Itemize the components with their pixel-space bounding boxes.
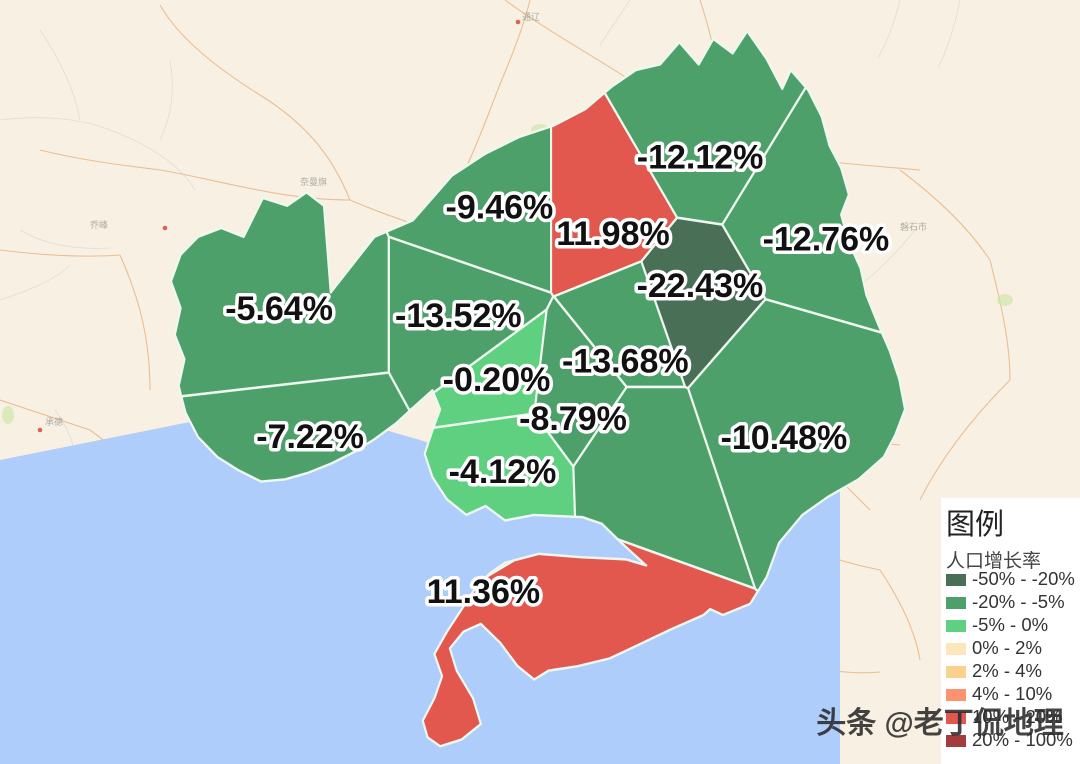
- svg-text:-12.12%: -12.12%: [637, 138, 764, 176]
- svg-text:-4.12%: -4.12%: [449, 453, 557, 491]
- svg-text:-13.52%: -13.52%: [395, 297, 522, 335]
- svg-text:-9.46%: -9.46%: [446, 188, 554, 226]
- svg-text:-7.22%: -7.22%: [256, 418, 364, 456]
- svg-text:-5% - 0%: -5% - 0%: [972, 614, 1048, 635]
- svg-text:-0.20%: -0.20%: [443, 361, 551, 399]
- svg-text:11.98%: 11.98%: [556, 215, 669, 253]
- svg-text:-10.48%: -10.48%: [721, 419, 848, 457]
- svg-text:承德: 承德: [45, 416, 63, 427]
- svg-text:通辽: 通辽: [522, 12, 540, 22]
- svg-text:磐石市: 磐石市: [900, 221, 927, 232]
- svg-text:-20% - -5%: -20% - -5%: [972, 591, 1065, 612]
- svg-text:-50% - -20%: -50% - -20%: [972, 568, 1075, 589]
- svg-text:-5.64%: -5.64%: [225, 290, 333, 328]
- svg-text:-13.68%: -13.68%: [562, 342, 689, 380]
- svg-text:-12.76%: -12.76%: [763, 221, 890, 259]
- svg-text:头条 @老丁侃地理: 头条 @老丁侃地理: [816, 707, 1064, 740]
- svg-text:奈曼旗: 奈曼旗: [300, 176, 327, 187]
- svg-text:乔峰: 乔峰: [90, 219, 108, 230]
- svg-text:-8.79%: -8.79%: [519, 400, 627, 438]
- svg-text:4% - 10%: 4% - 10%: [972, 683, 1052, 704]
- svg-text:-22.43%: -22.43%: [637, 267, 764, 305]
- svg-text:2% - 4%: 2% - 4%: [972, 660, 1042, 681]
- svg-text:0% - 2%: 0% - 2%: [972, 637, 1042, 658]
- svg-text:图例: 图例: [946, 508, 1004, 541]
- svg-text:11.36%: 11.36%: [427, 573, 540, 611]
